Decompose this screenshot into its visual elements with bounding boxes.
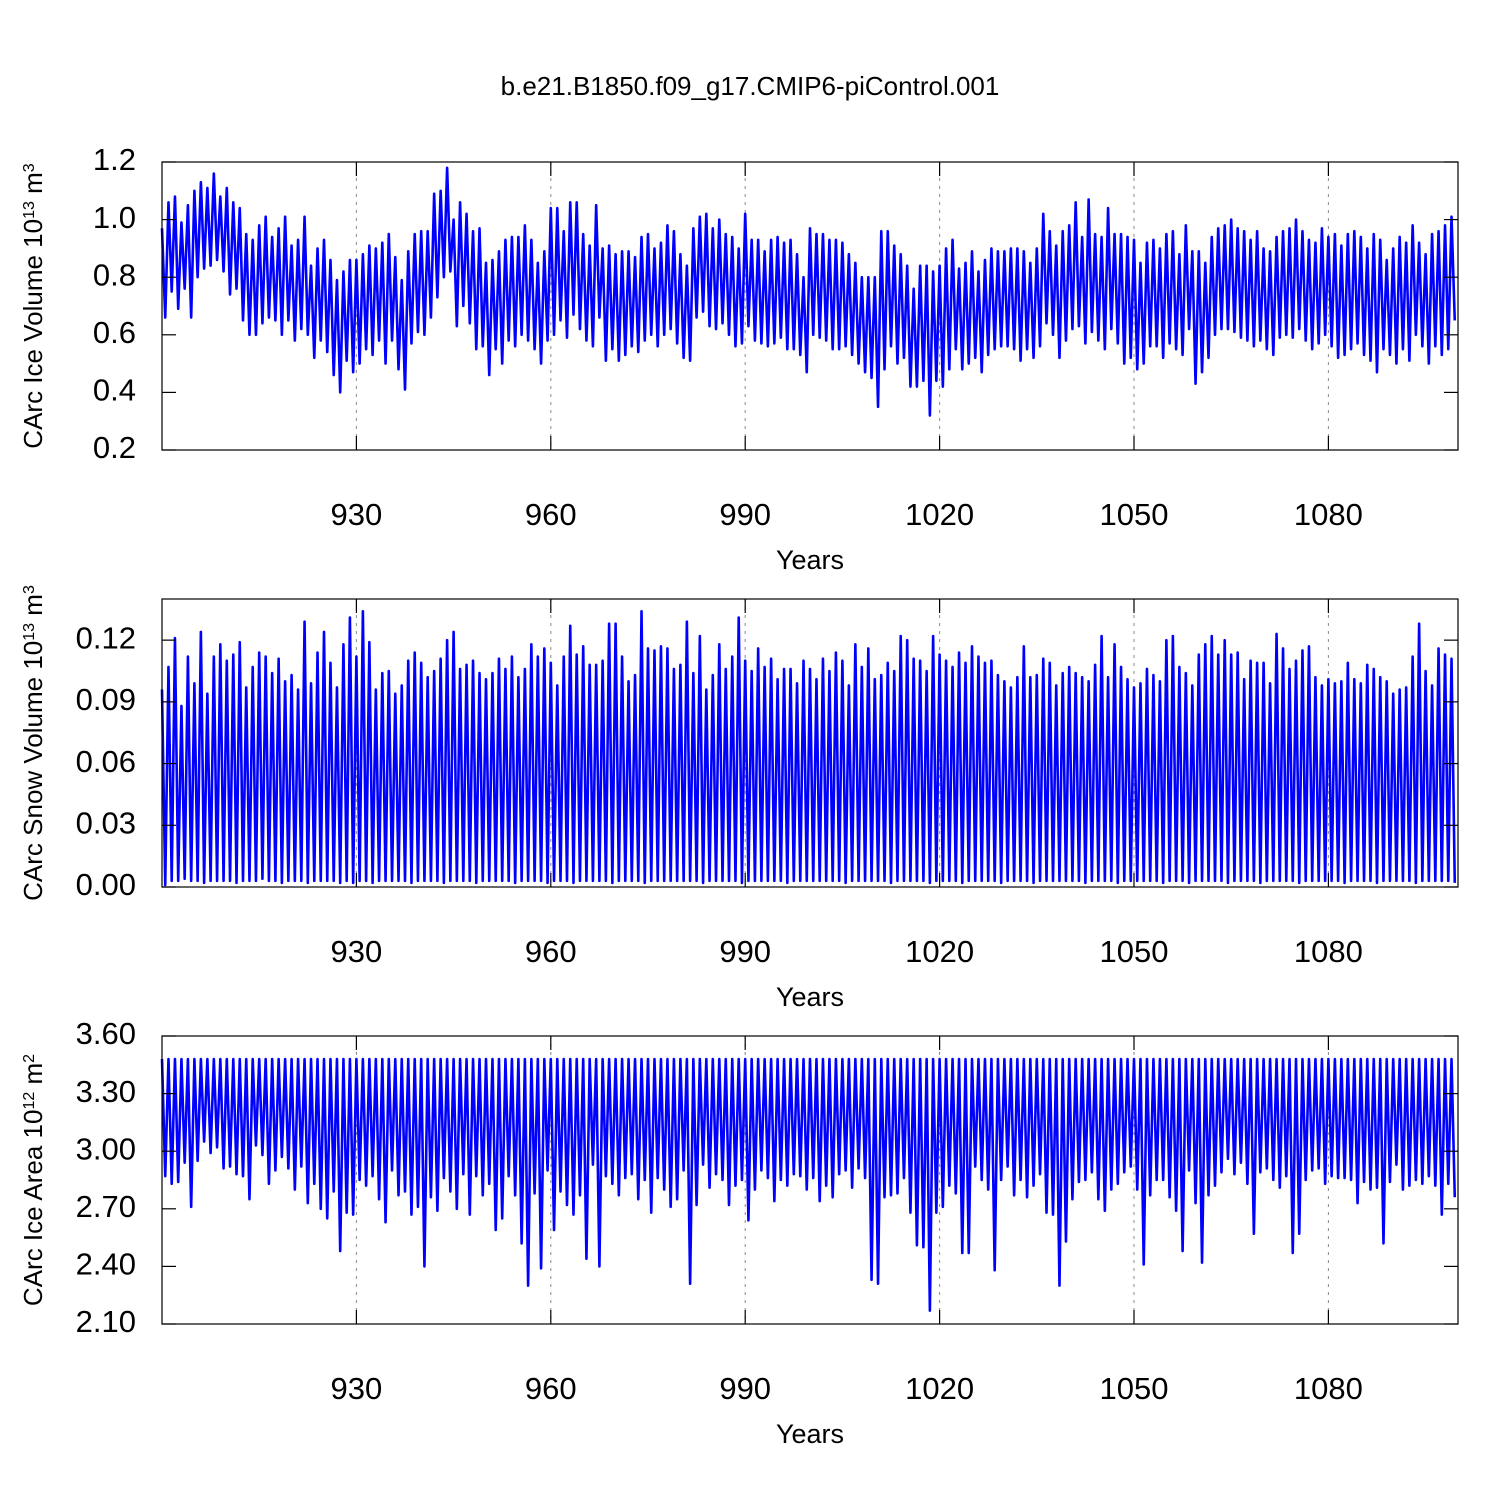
x-tick-label: 960 <box>525 1371 577 1406</box>
y-axis-label-exponent: 3 <box>21 585 38 594</box>
y-axis-label-part: m <box>18 1063 48 1092</box>
y-axis-label: CArc Snow Volume 1013 m3 <box>18 585 48 901</box>
data-line <box>160 1057 1457 1312</box>
y-axis-label: CArc Ice Volume 1013 m3 <box>18 163 48 448</box>
y-tick-label: 0.09 <box>76 682 136 717</box>
y-axis-label-exponent: 2 <box>21 1054 38 1063</box>
x-tick-label: 990 <box>719 1371 771 1406</box>
y-tick-label: 0.03 <box>76 805 136 840</box>
y-axis-label-exponent: 3 <box>21 163 38 172</box>
x-tick-label: 1050 <box>1100 497 1169 532</box>
x-tick-label: 990 <box>719 497 771 532</box>
x-axis-label: Years <box>776 1419 844 1449</box>
y-tick-label: 0.00 <box>76 867 136 902</box>
y-tick-label: 0.6 <box>93 315 136 350</box>
data-line <box>160 166 1457 417</box>
y-tick-label: 2.70 <box>76 1189 136 1224</box>
x-tick-label: 1050 <box>1100 934 1169 969</box>
x-tick-label: 930 <box>331 1371 383 1406</box>
x-tick-label: 1080 <box>1294 934 1363 969</box>
y-axis-label-part: m <box>18 172 48 201</box>
x-tick-label: 1020 <box>905 497 974 532</box>
plot-frame <box>161 1035 1459 1325</box>
plot-frame <box>161 598 1459 888</box>
x-tick-label: 1080 <box>1294 497 1363 532</box>
y-tick-label: 2.10 <box>76 1304 136 1339</box>
y-tick-label: 3.00 <box>76 1131 136 1166</box>
y-axis-label: CArc Ice Area 1012 m2 <box>18 1054 48 1306</box>
panel: 930 960 990 1020 1050 1080 2.10 2.40 2.70 3.00 3.3… <box>18 1016 1459 1449</box>
x-tick-label: 990 <box>719 934 771 969</box>
y-axis-label-part: CArc Snow Volume 10 <box>18 641 48 901</box>
x-axis-label: Years <box>776 982 844 1012</box>
x-tick-label: 960 <box>525 497 577 532</box>
y-axis-label-exponent: 13 <box>21 623 38 641</box>
x-tick-label: 1050 <box>1100 1371 1169 1406</box>
x-tick-label: 1020 <box>905 1371 974 1406</box>
x-tick-label: 960 <box>525 934 577 969</box>
x-tick-label: 930 <box>331 497 383 532</box>
y-tick-label: 0.06 <box>76 744 136 779</box>
x-tick-label: 1080 <box>1294 1371 1363 1406</box>
y-tick-label: 1.0 <box>93 200 136 235</box>
x-axis-label: Years <box>776 545 844 575</box>
y-axis-label-exponent: 13 <box>21 201 38 219</box>
x-tick-label: 1020 <box>905 934 974 969</box>
y-tick-label: 1.2 <box>93 142 136 177</box>
panel: 930 960 990 1020 1050 1080 0.00 0.03 0.06 0.09 0.1… <box>18 585 1459 1012</box>
y-tick-label: 3.30 <box>76 1074 136 1109</box>
y-tick-label: 0.8 <box>93 257 136 292</box>
y-axis-label-part: CArc Ice Area 10 <box>18 1110 48 1307</box>
plot-frame <box>161 161 1459 451</box>
y-axis-label-exponent: 12 <box>21 1092 38 1110</box>
panel: 930 960 990 1020 1050 1080 0.2 0.4 0.6 0.8 1.0 1.2 Y… <box>18 142 1459 575</box>
y-tick-label: 0.2 <box>93 430 136 465</box>
y-axis-label-part: CArc Ice Volume 10 <box>18 219 48 449</box>
y-axis-label-part: m <box>18 594 48 623</box>
y-tick-label: 2.40 <box>76 1247 136 1282</box>
chart-title: b.e21.B1850.f09_g17.CMIP6-piControl.001 <box>501 71 1000 101</box>
y-tick-label: 0.12 <box>76 620 136 655</box>
x-tick-label: 930 <box>331 934 383 969</box>
y-tick-label: 3.60 <box>76 1016 136 1051</box>
data-line <box>160 610 1457 887</box>
y-tick-label: 0.4 <box>93 373 136 408</box>
